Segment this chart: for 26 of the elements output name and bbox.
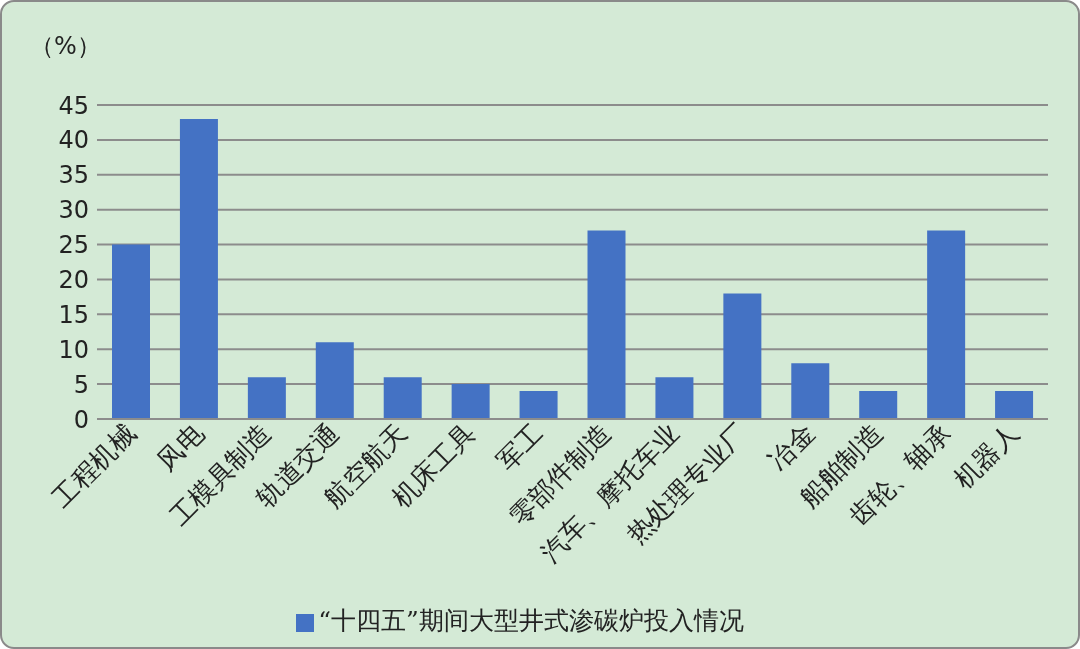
bar <box>995 391 1034 419</box>
y-tick-label: 45 <box>58 91 89 120</box>
y-tick-label: 10 <box>58 335 89 364</box>
bar <box>315 342 354 419</box>
y-tick-label: 20 <box>58 265 89 294</box>
y-tick-label: 15 <box>58 300 89 329</box>
bar <box>723 293 762 419</box>
y-tick-label: 25 <box>58 231 89 260</box>
bar <box>587 230 626 419</box>
bar <box>791 363 830 419</box>
y-tick-label: 40 <box>58 126 89 155</box>
y-tick-label: 35 <box>58 161 89 190</box>
bar <box>927 230 966 419</box>
bar <box>383 377 422 419</box>
legend-label: “十四五”期间大型井式渗碳炉投入情况 <box>318 606 744 635</box>
bar <box>859 391 898 419</box>
bar <box>451 384 490 419</box>
bar <box>655 377 694 419</box>
bar <box>247 377 286 419</box>
bar <box>519 391 558 419</box>
y-axis-title: （%） <box>30 31 101 62</box>
bar <box>112 244 150 419</box>
y-tick-label: 30 <box>58 196 89 225</box>
y-tick-label: 5 <box>73 370 89 399</box>
y-tick-label: 0 <box>73 405 89 434</box>
bar <box>179 118 218 419</box>
